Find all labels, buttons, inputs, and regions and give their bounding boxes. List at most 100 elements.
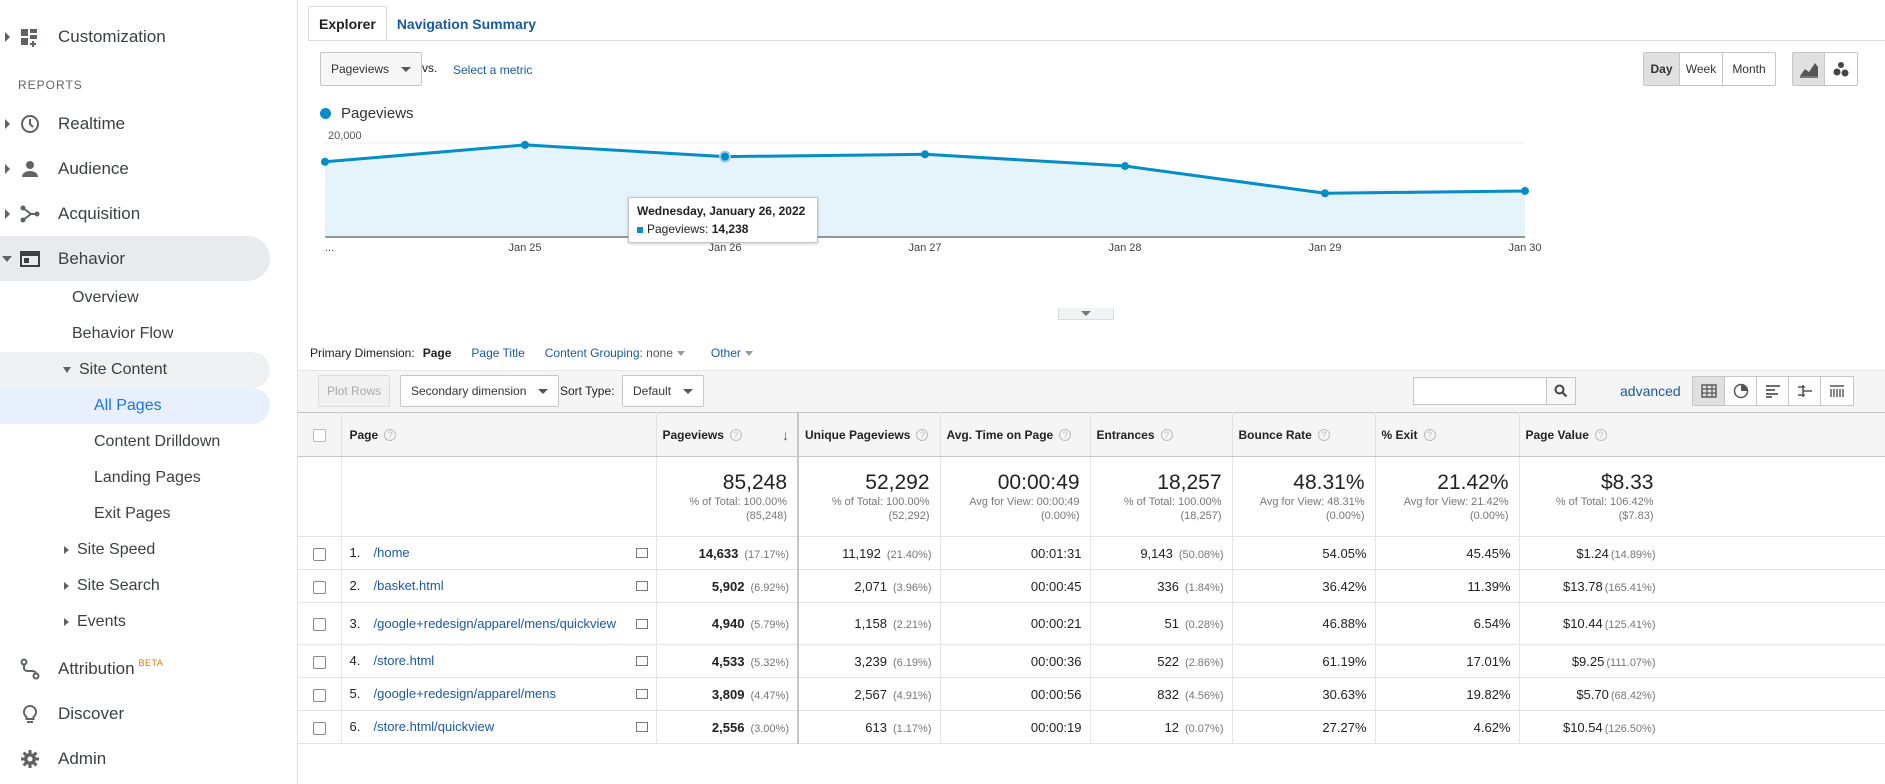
- row-checkbox[interactable]: [312, 655, 326, 669]
- col-pageviews[interactable]: Pageviews? ↓: [656, 412, 799, 457]
- help-icon[interactable]: ?: [1317, 429, 1330, 442]
- nav-audience[interactable]: Audience: [0, 146, 270, 191]
- x-tick-label: Jan 30: [1508, 242, 1541, 254]
- table-row[interactable]: 6. /store.html/quickview 2,556 (3.00%) 613 (1…: [298, 710, 1885, 744]
- nav-content-drilldown[interactable]: Content Drilldown: [94, 433, 221, 450]
- dimension-page[interactable]: Page: [422, 346, 452, 360]
- nav-site-search[interactable]: Site Search: [64, 568, 160, 604]
- help-icon[interactable]: ?: [1059, 429, 1072, 442]
- table-search-input[interactable]: [1413, 377, 1547, 405]
- table-row[interactable]: 5. /google+redesign/apparel/mens 3,809 (4.4…: [298, 677, 1885, 711]
- page-cell: 1. /home: [341, 536, 657, 570]
- page-value-pct: (125.41%): [1604, 619, 1656, 631]
- page-path-link[interactable]: /google+redesign/apparel/mens/quickview: [373, 615, 616, 631]
- nav-customization[interactable]: Customization: [0, 14, 270, 59]
- help-icon[interactable]: ?: [384, 429, 397, 442]
- percentage-view-button[interactable]: [1725, 377, 1757, 405]
- dimension-page-title[interactable]: Page Title: [471, 346, 525, 360]
- table-row[interactable]: 3. /google+redesign/apparel/mens/quickvie…: [298, 602, 1885, 645]
- nav-discover[interactable]: Discover: [0, 691, 270, 736]
- page-value-cell: $9.25 (111.07%): [1519, 644, 1885, 678]
- help-icon[interactable]: ?: [1594, 429, 1607, 442]
- tab-explorer[interactable]: Explorer: [308, 6, 387, 41]
- page-path-link[interactable]: /store.html: [373, 653, 435, 668]
- unique-pageviews-pct: (1.17%): [892, 722, 932, 735]
- select-metric-link[interactable]: Select a metric: [453, 63, 533, 77]
- entrances-cell: 12 (0.07%): [1090, 710, 1233, 744]
- page-path-link[interactable]: /home: [373, 545, 410, 560]
- help-icon[interactable]: ?: [916, 429, 929, 442]
- comparison-view-button[interactable]: [1789, 377, 1821, 405]
- open-external-icon[interactable]: [635, 581, 648, 591]
- secondary-dimension-dropdown[interactable]: Secondary dimension: [400, 375, 560, 407]
- sort-type-dropdown[interactable]: Default: [622, 375, 705, 407]
- pageviews-cell: 4,533 (5.32%): [656, 644, 799, 678]
- page-path-link[interactable]: /store.html/quickview: [373, 719, 495, 734]
- nav-overview[interactable]: Overview: [72, 289, 139, 306]
- select-all-checkbox[interactable]: [312, 428, 326, 442]
- period-week-button[interactable]: Week: [1680, 53, 1723, 85]
- unique-pageviews-pct: (3.96%): [892, 581, 932, 594]
- row-checkbox[interactable]: [312, 688, 326, 702]
- page-path-link[interactable]: /basket.html: [373, 578, 444, 593]
- advanced-filter-link[interactable]: advanced: [1620, 383, 1681, 399]
- nav-exit-pages[interactable]: Exit Pages: [94, 505, 171, 522]
- other-dimension-dropdown[interactable]: Other: [711, 346, 753, 360]
- col-bounce-rate[interactable]: Bounce Rate?: [1232, 412, 1376, 457]
- nav-behavior-flow[interactable]: Behavior Flow: [72, 325, 174, 342]
- performance-view-button[interactable]: [1757, 377, 1789, 405]
- metric-dropdown[interactable]: Pageviews: [320, 52, 423, 86]
- help-icon[interactable]: ?: [729, 429, 742, 442]
- nav-realtime[interactable]: Realtime: [0, 101, 270, 146]
- chart-collapse-handle[interactable]: [1058, 308, 1114, 320]
- col-exit[interactable]: % Exit?: [1375, 412, 1520, 457]
- page-value-cell: $1.24 (14.89%): [1519, 536, 1885, 570]
- table-row[interactable]: 2. /basket.html 5,902 (6.92%) 2,071 (3.96%) 00…: [298, 569, 1885, 603]
- help-icon[interactable]: ?: [1160, 429, 1173, 442]
- col-page[interactable]: Page?: [341, 412, 657, 457]
- period-month-button[interactable]: Month: [1732, 62, 1766, 76]
- page-value-value: $1.24: [1576, 545, 1609, 561]
- data-point: [1121, 162, 1129, 171]
- col-entrances[interactable]: Entrances?: [1090, 412, 1233, 457]
- content-grouping-dropdown[interactable]: Content Grouping: none: [545, 346, 685, 360]
- open-external-icon[interactable]: [635, 618, 648, 629]
- motion-chart-button[interactable]: [1825, 53, 1857, 85]
- nav-attribution[interactable]: Attribution BETA: [0, 646, 270, 691]
- row-checkbox[interactable]: [312, 547, 326, 561]
- line-chart-button[interactable]: [1793, 53, 1825, 85]
- open-external-icon[interactable]: [635, 656, 648, 666]
- data-view-button[interactable]: [1693, 377, 1725, 405]
- tab-navigation-summary[interactable]: Navigation Summary: [396, 15, 537, 32]
- col-avg-time[interactable]: Avg. Time on Page?: [940, 412, 1091, 457]
- plot-rows-button[interactable]: Plot Rows: [318, 375, 391, 407]
- unique-pageviews-cell: 2,071 (3.96%): [798, 569, 941, 603]
- col-page-value[interactable]: Page Value?: [1519, 412, 1885, 457]
- row-checkbox[interactable]: [312, 618, 326, 632]
- beta-badge: BETA: [138, 657, 164, 668]
- nav-events[interactable]: Events: [64, 604, 126, 640]
- nav-admin[interactable]: Admin: [0, 736, 270, 781]
- open-external-icon[interactable]: [635, 689, 648, 699]
- bubble-chart-icon: [1833, 62, 1849, 77]
- open-external-icon[interactable]: [635, 722, 648, 732]
- nav-site-content[interactable]: Site Content: [0, 352, 270, 388]
- nav-behavior[interactable]: Behavior: [0, 236, 270, 281]
- table-search-button[interactable]: [1546, 377, 1576, 405]
- period-day-button[interactable]: Day: [1644, 53, 1680, 85]
- help-icon[interactable]: ?: [1423, 429, 1436, 442]
- nav-acquisition[interactable]: Acquisition: [0, 191, 270, 236]
- page-value-block: $9.25 (111.07%): [1528, 654, 1656, 669]
- nav-landing-pages[interactable]: Landing Pages: [94, 469, 201, 486]
- row-checkbox[interactable]: [312, 580, 326, 594]
- table-row[interactable]: 4. /store.html 4,533 (5.32%) 3,239 (6.19%) 00:…: [298, 644, 1885, 678]
- open-external-icon[interactable]: [635, 548, 648, 558]
- pivot-view-button[interactable]: [1821, 377, 1853, 405]
- page-path-link[interactable]: /google+redesign/apparel/mens: [373, 686, 557, 701]
- col-unique-pageviews[interactable]: Unique Pageviews?: [798, 412, 941, 457]
- row-checkbox[interactable]: [312, 721, 326, 735]
- nav-site-speed[interactable]: Site Speed: [64, 532, 155, 568]
- table-row[interactable]: 1. /home 14,633 (17.17%) 11,192 (21.40%) 00:01…: [298, 536, 1885, 570]
- nav-all-pages[interactable]: All Pages: [0, 388, 270, 424]
